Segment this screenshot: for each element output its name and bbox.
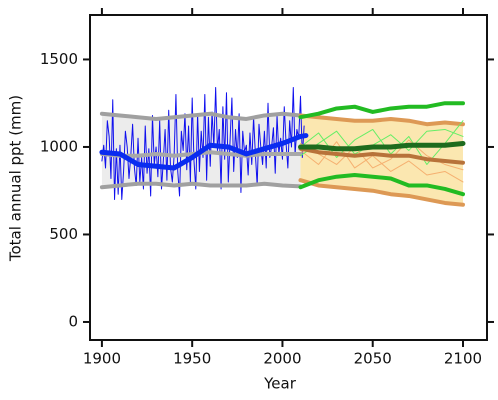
- series-line: [298, 172, 465, 197]
- series-line: [99, 133, 309, 171]
- series-line: [298, 113, 465, 127]
- y-tick-label: 1500: [40, 50, 78, 68]
- x-tick-label: 2050: [354, 350, 392, 368]
- x-tick-label: 1950: [173, 350, 211, 368]
- series-line: [99, 111, 303, 121]
- plot-frame: [89, 14, 488, 341]
- band: [300, 115, 463, 205]
- x-tick-label: 1900: [83, 350, 121, 368]
- series-line: [298, 146, 465, 165]
- series-line: [298, 178, 465, 207]
- series-line: [298, 101, 465, 120]
- series-line: [298, 140, 466, 152]
- y-tick-label: 500: [49, 225, 78, 243]
- y-tick-label: 1000: [40, 137, 78, 155]
- y-tick-label: 0: [68, 312, 78, 330]
- x-axis-label: Year: [263, 375, 297, 393]
- x-tick-label: 2000: [263, 350, 301, 368]
- series-line: [99, 181, 303, 190]
- series-line: [300, 120, 464, 165]
- y-axis-label: Total annual ppt (mm): [7, 95, 25, 262]
- x-tick-label: 2100: [444, 350, 482, 368]
- series-line: [300, 128, 464, 157]
